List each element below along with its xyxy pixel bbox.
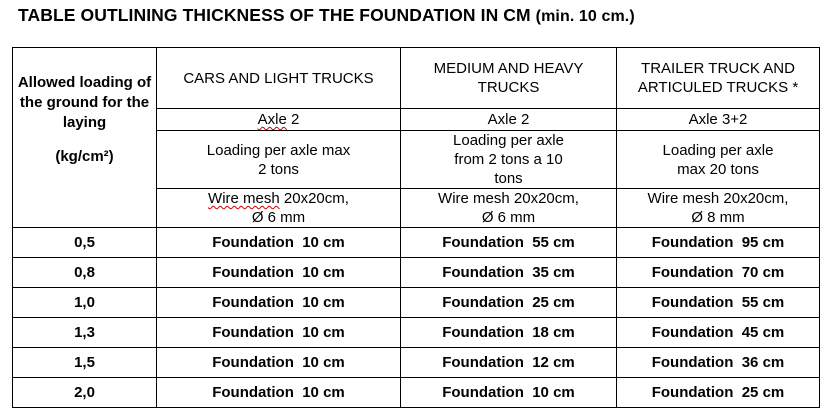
axle-cell: Axle 2 [400, 108, 617, 131]
axle-cell: Axle 3+2 [616, 108, 820, 131]
mesh-diameter: Ø 6 mm [251, 209, 306, 226]
foundation-cell: Foundation 45 cm [616, 317, 820, 348]
foundation-cell: Foundation 95 cm [616, 227, 820, 258]
load-value: 1,0 [12, 287, 157, 318]
axle-word: Axle [487, 111, 517, 128]
axle-cell: Axle 2 [156, 108, 401, 131]
foundation-cell: Foundation 10 cm [156, 317, 401, 348]
axle-value: 2 [291, 111, 300, 128]
foundation-table: Allowed loading of the ground for the la… [12, 47, 820, 408]
mesh-cell: Wire mesh 20x20cm, Ø 6 mm [400, 188, 617, 228]
mesh-word: Wire mesh [647, 190, 720, 207]
mesh-word: Wire mesh [438, 190, 510, 207]
table-row: 2,0 Foundation 10 cm Foundation 10 cm Fo… [12, 377, 820, 408]
foundation-cell: Foundation 10 cm [156, 257, 401, 288]
title-text: TABLE OUTLINING THICKNESS OF THE FOUNDAT… [18, 5, 531, 25]
foundation-cell: Foundation 10 cm [156, 227, 401, 258]
row-header-cell: Allowed loading of the ground for the la… [12, 47, 157, 228]
table-row: 1,3 Foundation 10 cm Foundation 18 cm Fo… [12, 317, 820, 348]
foundation-cell: Foundation 35 cm [400, 257, 617, 288]
mesh-diameter: Ø 6 mm [481, 209, 536, 226]
row-header-unit: (kg/cm²) [55, 148, 114, 165]
foundation-cell: Foundation 10 cm [156, 347, 401, 378]
foundation-cell: Foundation 18 cm [400, 317, 617, 348]
mesh-cell: Wire mesh 20x20cm, Ø 8 mm [616, 188, 820, 228]
page-title: TABLE OUTLINING THICKNESS OF THE FOUNDAT… [18, 5, 635, 26]
mesh-cell: Wire mesh 20x20cm, Ø 6 mm [156, 188, 401, 228]
loading-cell: Loading per axle from 2 tons a 10 tons [400, 130, 617, 189]
foundation-cell: Foundation 25 cm [616, 377, 820, 408]
mesh-size: 20x20cm, [283, 190, 349, 207]
column-heading: CARS AND LIGHT TRUCKS [156, 47, 401, 109]
column-heading: MEDIUM AND HEAVY TRUCKS [400, 47, 617, 109]
loading-cell: Loading per axle max 20 tons [616, 130, 820, 189]
axle-value: 2 [521, 111, 530, 128]
foundation-cell: Foundation 10 cm [400, 377, 617, 408]
table-row: 0,8 Foundation 10 cm Foundation 35 cm Fo… [12, 257, 820, 288]
title-min: (min. 10 cm.) [535, 8, 635, 25]
loading-text: Loading per axle from 2 tons a 10 tons [453, 132, 564, 187]
table-row: 1,0 Foundation 10 cm Foundation 25 cm Fo… [12, 287, 820, 318]
foundation-cell: Foundation 55 cm [400, 227, 617, 258]
foundation-cell: Foundation 10 cm [156, 377, 401, 408]
foundation-cell: Foundation 10 cm [156, 287, 401, 318]
foundation-cell: Foundation 25 cm [400, 287, 617, 318]
mesh-size: 20x20cm, [723, 190, 789, 207]
load-value: 2,0 [12, 377, 157, 408]
axle-word: Axle [257, 111, 287, 128]
table-row: 0,5 Foundation 10 cm Foundation 55 cm Fo… [12, 227, 820, 258]
loading-cell: Loading per axle max 2 tons [156, 130, 401, 189]
load-value: 1,3 [12, 317, 157, 348]
axle-word: Axle [688, 111, 718, 128]
foundation-cell: Foundation 55 cm [616, 287, 820, 318]
mesh-diameter: Ø 8 mm [691, 209, 745, 226]
loading-text: Loading per axle max 2 tons [206, 141, 351, 178]
mesh-word: Wire mesh [208, 190, 280, 207]
table-row: 1,5 Foundation 10 cm Foundation 12 cm Fo… [12, 347, 820, 378]
column-heading: TRAILER TRUCK AND ARTICULED TRUCKS * [616, 47, 820, 109]
axle-value: 3+2 [721, 111, 748, 128]
mesh-size: 20x20cm, [513, 190, 579, 207]
load-value: 1,5 [12, 347, 157, 378]
foundation-cell: Foundation 36 cm [616, 347, 820, 378]
row-header-label: Allowed loading of the ground for the la… [17, 74, 152, 131]
foundation-cell: Foundation 70 cm [616, 257, 820, 288]
load-value: 0,5 [12, 227, 157, 258]
load-value: 0,8 [12, 257, 157, 288]
loading-text: Loading per axle max 20 tons [662, 141, 774, 178]
foundation-cell: Foundation 12 cm [400, 347, 617, 378]
